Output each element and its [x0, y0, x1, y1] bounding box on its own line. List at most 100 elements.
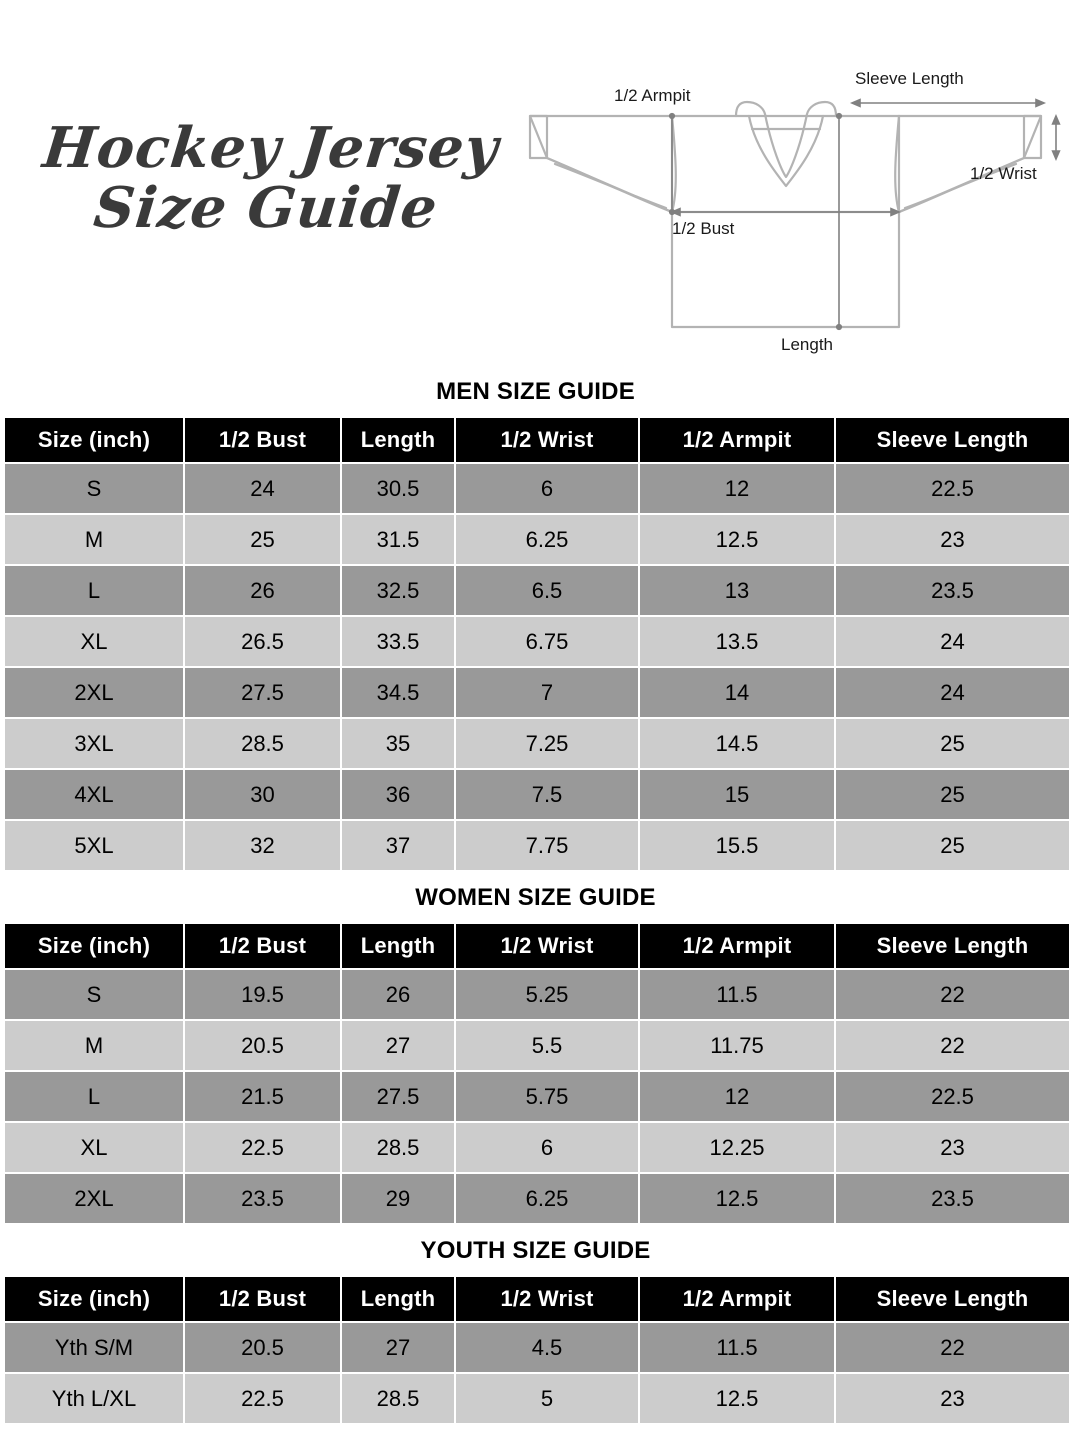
cell-sleeve: 22.5 [836, 464, 1069, 513]
cell-wrist: 7.25 [456, 719, 638, 768]
cell-wrist: 4.5 [456, 1323, 638, 1372]
column-header-armpit: 1/2 Armpit [640, 418, 834, 462]
cell-bust: 27.5 [185, 668, 340, 717]
column-header-length: Length [342, 418, 454, 462]
cell-length: 34.5 [342, 668, 454, 717]
cell-sleeve: 24 [836, 617, 1069, 666]
cell-armpit: 12.5 [640, 1174, 834, 1223]
cell-sleeve: 23 [836, 1123, 1069, 1172]
cell-size: M [5, 515, 183, 564]
cell-wrist: 7.75 [456, 821, 638, 870]
cell-size: 4XL [5, 770, 183, 819]
cell-sleeve: 23.5 [836, 1174, 1069, 1223]
cell-size: Yth L/XL [5, 1374, 183, 1423]
table-header-row: Size (inch) 1/2 Bust Length 1/2 Wrist 1/… [5, 924, 1069, 968]
diagram-label-half-wrist: 1/2 Wrist [970, 164, 1037, 183]
cell-wrist: 7 [456, 668, 638, 717]
cell-wrist: 6 [456, 464, 638, 513]
cell-armpit: 15 [640, 770, 834, 819]
cell-armpit: 12.25 [640, 1123, 834, 1172]
table-row: Yth L/XL 22.5 28.5 5 12.5 23 [5, 1374, 1069, 1423]
cell-sleeve: 22 [836, 970, 1069, 1019]
cell-size: 2XL [5, 1174, 183, 1223]
cell-wrist: 5.5 [456, 1021, 638, 1070]
table-header-row: Size (inch) 1/2 Bust Length 1/2 Wrist 1/… [5, 1277, 1069, 1321]
table-row: XL 26.5 33.5 6.75 13.5 24 [5, 617, 1069, 666]
column-header-wrist: 1/2 Wrist [456, 1277, 638, 1321]
column-header-armpit: 1/2 Armpit [640, 924, 834, 968]
table-row: 4XL 30 36 7.5 15 25 [5, 770, 1069, 819]
cell-armpit: 12 [640, 1072, 834, 1121]
cell-bust: 20.5 [185, 1323, 340, 1372]
cell-wrist: 5 [456, 1374, 638, 1423]
cell-length: 37 [342, 821, 454, 870]
table-row: XL 22.5 28.5 6 12.25 23 [5, 1123, 1069, 1172]
cell-wrist: 6.75 [456, 617, 638, 666]
cell-bust: 26 [185, 566, 340, 615]
table-row: Yth S/M 20.5 27 4.5 11.5 22 [5, 1323, 1069, 1372]
cell-wrist: 5.75 [456, 1072, 638, 1121]
cell-wrist: 6.25 [456, 515, 638, 564]
cell-size: XL [5, 617, 183, 666]
cell-size: XL [5, 1123, 183, 1172]
cell-size: 5XL [5, 821, 183, 870]
cell-armpit: 11.5 [640, 970, 834, 1019]
table-row: S 24 30.5 6 12 22.5 [5, 464, 1069, 513]
column-header-bust: 1/2 Bust [185, 418, 340, 462]
cell-length: 30.5 [342, 464, 454, 513]
size-tables-area: MEN SIZE GUIDE Size (inch) 1/2 Bust Leng… [0, 378, 1071, 1425]
cell-bust: 23.5 [185, 1174, 340, 1223]
column-header-length: Length [342, 1277, 454, 1321]
cell-size: S [5, 970, 183, 1019]
cell-wrist: 5.25 [456, 970, 638, 1019]
jersey-diagram: 1/2 Armpit Sleeve Length 1/2 Wrist 1/2 B… [500, 50, 1071, 372]
cell-size: L [5, 1072, 183, 1121]
page-title-line-1: Hockey Jersey [39, 115, 502, 181]
cell-sleeve: 22 [836, 1021, 1069, 1070]
cell-bust: 20.5 [185, 1021, 340, 1070]
cell-bust: 28.5 [185, 719, 340, 768]
column-header-size: Size (inch) [5, 1277, 183, 1321]
diagram-label-length: Length [781, 335, 833, 354]
cell-size: M [5, 1021, 183, 1070]
cell-bust: 21.5 [185, 1072, 340, 1121]
cell-sleeve: 25 [836, 719, 1069, 768]
table-row: M 20.5 27 5.5 11.75 22 [5, 1021, 1069, 1070]
cell-length: 28.5 [342, 1374, 454, 1423]
cell-size: S [5, 464, 183, 513]
cell-length: 27 [342, 1021, 454, 1070]
cell-size: Yth S/M [5, 1323, 183, 1372]
cell-armpit: 11.75 [640, 1021, 834, 1070]
column-header-wrist: 1/2 Wrist [456, 924, 638, 968]
cell-armpit: 12.5 [640, 1374, 834, 1423]
cell-size: 2XL [5, 668, 183, 717]
page-title-line-2: Size Guide [90, 175, 441, 242]
cell-wrist: 6.25 [456, 1174, 638, 1223]
cell-armpit: 14.5 [640, 719, 834, 768]
cell-wrist: 7.5 [456, 770, 638, 819]
column-header-length: Length [342, 924, 454, 968]
table-row: 5XL 32 37 7.75 15.5 25 [5, 821, 1069, 870]
cell-armpit: 13 [640, 566, 834, 615]
cell-length: 26 [342, 970, 454, 1019]
diagram-label-half-armpit: 1/2 Armpit [614, 86, 691, 105]
cell-length: 27.5 [342, 1072, 454, 1121]
cell-length: 32.5 [342, 566, 454, 615]
cell-sleeve: 23.5 [836, 566, 1069, 615]
youth-size-table: Size (inch) 1/2 Bust Length 1/2 Wrist 1/… [3, 1275, 1071, 1425]
column-header-size: Size (inch) [5, 924, 183, 968]
cell-length: 31.5 [342, 515, 454, 564]
cell-armpit: 12 [640, 464, 834, 513]
cell-bust: 30 [185, 770, 340, 819]
column-header-wrist: 1/2 Wrist [456, 418, 638, 462]
cell-length: 28.5 [342, 1123, 454, 1172]
diagram-label-sleeve-length: Sleeve Length [855, 69, 964, 88]
cell-bust: 25 [185, 515, 340, 564]
cell-length: 27 [342, 1323, 454, 1372]
women-size-table: Size (inch) 1/2 Bust Length 1/2 Wrist 1/… [3, 922, 1071, 1225]
table-row: 3XL 28.5 35 7.25 14.5 25 [5, 719, 1069, 768]
cell-length: 36 [342, 770, 454, 819]
table-row: 2XL 23.5 29 6.25 12.5 23.5 [5, 1174, 1069, 1223]
cell-bust: 32 [185, 821, 340, 870]
cell-sleeve: 24 [836, 668, 1069, 717]
